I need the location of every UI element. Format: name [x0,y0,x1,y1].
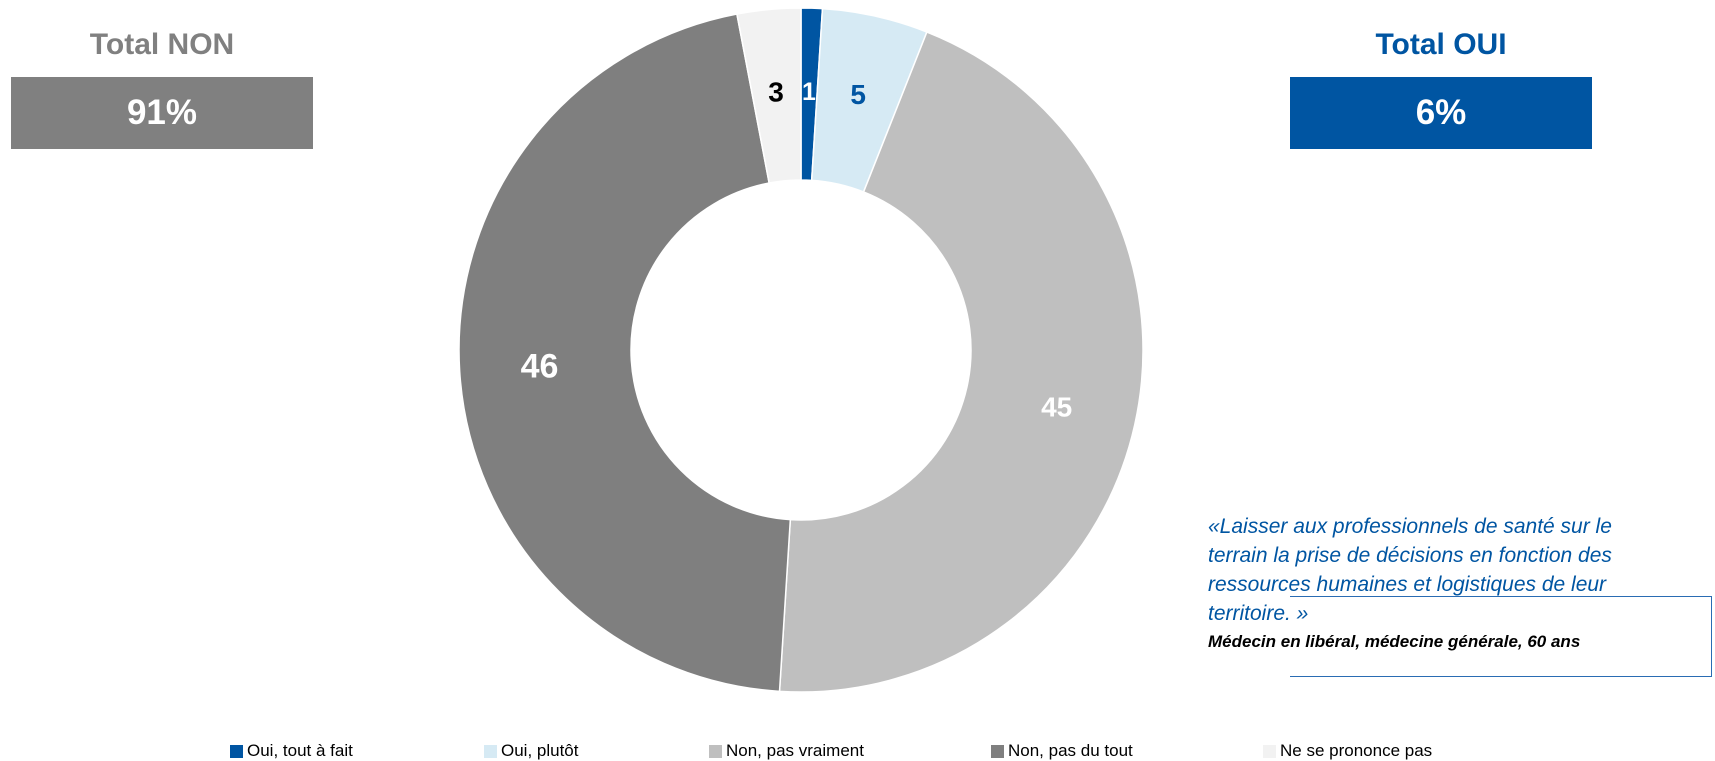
total-oui-box: 6% [1290,77,1592,149]
quote-bracket-mask [1290,590,1665,610]
slice-non-pas-vraiment [778,31,1144,693]
data-label-oui-plutot: 5 [850,79,866,110]
donut-slices [458,7,1144,693]
quote-text: «Laisser aux professionnels de santé sur… [1208,515,1612,625]
data-label-ne-se-prononce-pas: 3 [768,77,784,108]
legend-label: Ne se prononce pas [1280,741,1433,760]
quote-bracket [1290,596,1712,677]
legend-item-non-pas-du-tout: Non, pas du tout [991,741,1133,761]
total-oui-value: 6% [1415,93,1467,132]
total-non-box: 91% [11,77,313,149]
legend-item-non-pas-vraiment: Non, pas vraiment [709,741,864,761]
legend-item-oui-plutot: Oui, plutôt [484,741,579,761]
legend-label: Oui, plutôt [501,741,579,760]
total-non-title: Total NON [89,28,235,61]
total-oui-title: Total OUI [1375,28,1507,61]
quote-author: Médecin en libéral, médecine générale, 6… [1208,632,1581,651]
data-label-non-pas-vraiment: 45 [1041,392,1072,423]
legend-swatch [230,744,243,758]
slice-ne-se-prononce-pas [736,7,802,184]
slice-non-pas-du-tout [458,13,792,693]
legend-swatch [991,744,1004,758]
quote-block: «Laisser aux professionnels de santé sur… [1208,512,1668,652]
legend-label: Non, pas du tout [1008,741,1133,760]
legend-swatch [709,744,722,758]
legend-swatch [484,744,497,758]
legend-item-ne-se-prononce-pas: Ne se prononce pas [1263,741,1432,761]
data-label-oui-tout-a-fait: 1 [802,78,816,106]
data-label-non-pas-du-tout: 46 [521,347,559,385]
legend-item-oui-tout-a-fait: Oui, tout à fait [230,741,353,761]
total-non-value: 91% [126,93,198,132]
chart-legend: Oui, tout à fait Oui, plutôt Non, pas vrai… [0,741,1715,761]
donut-labels: 1 5 45 46 3 [521,77,1073,423]
legend-swatch [1263,744,1276,758]
legend-label: Oui, tout à fait [247,741,353,760]
legend-label: Non, pas vraiment [726,741,864,760]
